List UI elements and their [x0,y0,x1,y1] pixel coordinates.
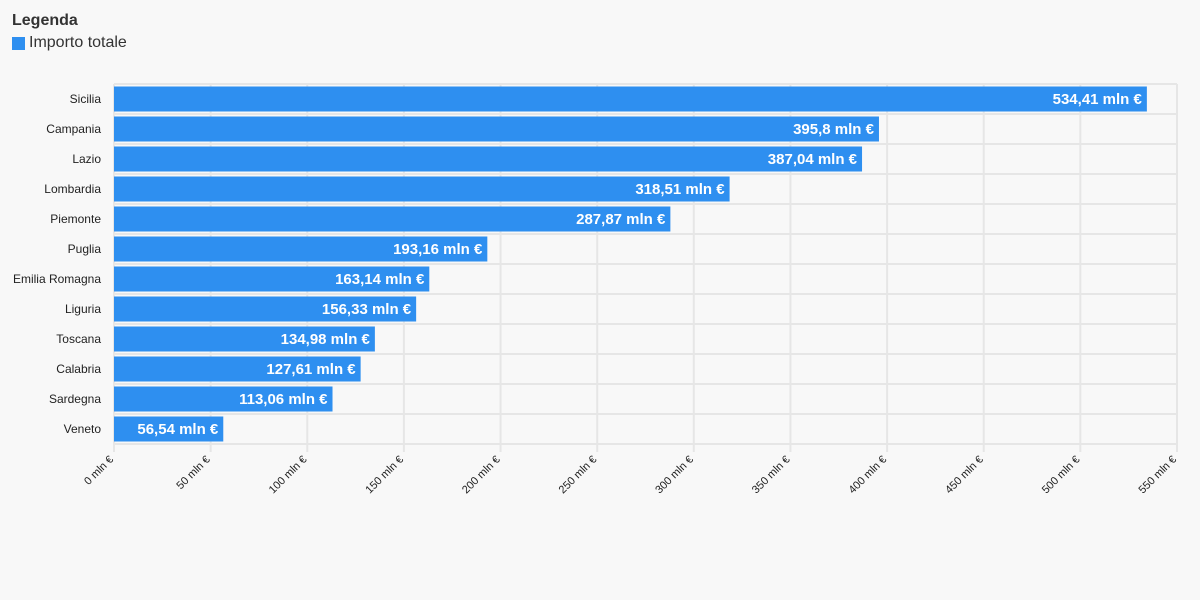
category-label: Lazio [72,152,101,166]
data-label: 287,87 mln € [576,211,666,228]
bar[interactable] [114,116,879,142]
category-label: Sicilia [70,92,102,106]
data-label: 318,51 mln € [635,181,725,198]
data-label: 113,06 mln € [239,391,328,408]
x-tick-label: 300 mln € [653,454,696,497]
category-label: Piemonte [50,212,101,226]
data-label: 395,8 mln € [793,121,875,138]
x-tick-label: 150 mln € [363,454,406,497]
category-label: Veneto [64,422,102,436]
legend-swatch [12,36,25,50]
x-tick-label: 250 mln € [557,454,600,497]
data-label: 56,54 mln € [137,421,219,438]
legend: Legenda Importo totale [12,12,127,52]
category-label: Emilia Romagna [13,272,101,286]
x-tick-label: 350 mln € [750,454,793,497]
x-tick-label: 550 mln € [1136,454,1179,497]
category-label: Campania [46,122,101,136]
x-tick-label: 50 mln € [174,454,212,492]
legend-item-label: Importo totale [29,34,127,51]
category-label: Toscana [56,332,101,346]
x-tick-label: 400 mln € [847,454,890,497]
category-label: Sardegna [49,392,101,406]
x-tick-label: 200 mln € [460,454,503,497]
x-tick-label: 500 mln € [1040,454,1083,497]
data-label: 134,98 mln € [281,331,371,348]
bar[interactable] [114,356,361,382]
bar[interactable] [114,386,333,412]
x-tick-label: 100 mln € [267,454,310,497]
data-label: 127,61 mln € [266,361,356,378]
bar[interactable] [114,236,488,262]
legend-title: Legenda [12,12,78,29]
x-tick-label: 450 mln € [943,454,986,497]
data-label: 387,04 mln € [768,151,858,168]
data-label: 156,33 mln € [322,301,412,318]
data-label: 163,14 mln € [335,271,425,288]
legend-item-importo-totale[interactable]: Importo totale [12,34,127,52]
bar[interactable] [114,326,375,352]
x-tick-label: 0 mln € [82,454,116,488]
bar[interactable] [114,206,671,232]
bar[interactable] [114,176,730,202]
category-label: Liguria [65,302,101,316]
category-label: Calabria [56,362,101,376]
bar[interactable] [114,146,863,172]
category-label: Puglia [68,242,102,256]
bar[interactable] [114,296,417,322]
category-label: Lombardia [44,182,101,196]
data-label: 193,16 mln € [393,241,483,258]
bar[interactable] [114,266,430,292]
data-label: 534,41 mln € [1053,91,1143,108]
bar[interactable] [114,86,1147,112]
bar[interactable] [114,416,224,442]
